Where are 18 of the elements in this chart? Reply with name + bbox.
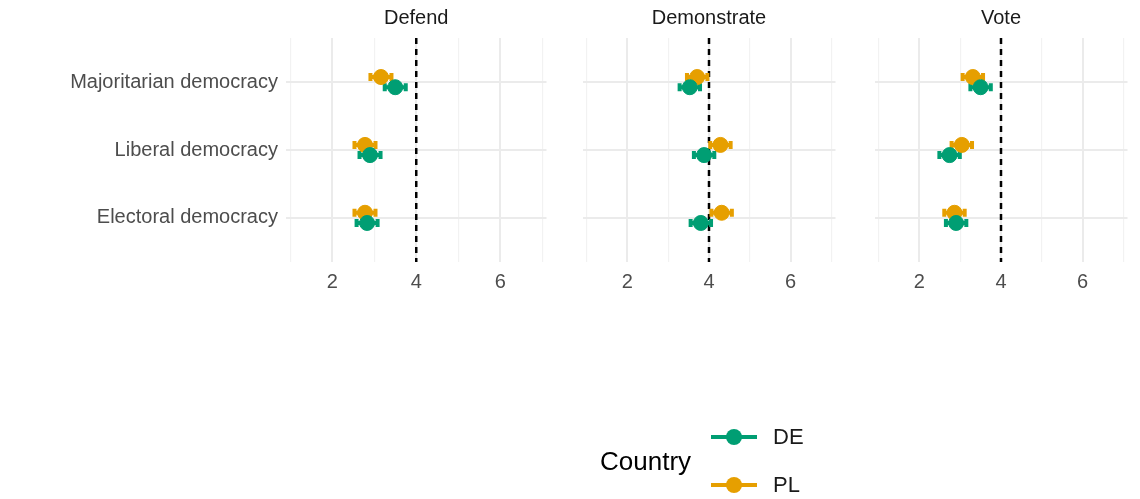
x-tick-label: 4	[995, 269, 1007, 292]
x-tick-label: 2	[913, 269, 925, 292]
y-tick-label: Majoritarian democracy	[70, 69, 278, 92]
x-tick-label: 2	[326, 269, 338, 292]
y-tick-label: Liberal democracy	[114, 137, 278, 160]
legend-label: PL	[773, 472, 800, 498]
x-tick-label: 4	[703, 269, 715, 292]
y-tick-label: Electoral democracy	[96, 205, 278, 228]
legend-label: DE	[773, 424, 804, 450]
x-tick-label: 6	[1077, 269, 1089, 292]
x-tick-label: 6	[785, 269, 797, 292]
legend-title: Country	[600, 445, 692, 477]
x-tick-label: 6	[494, 269, 506, 292]
chart-title: Defend	[383, 6, 450, 29]
chart-title: Vote	[979, 6, 1022, 29]
x-tick-label: 2	[621, 269, 633, 292]
x-tick-label: 4	[410, 269, 422, 292]
chart-title: Demonstrate	[650, 6, 768, 29]
